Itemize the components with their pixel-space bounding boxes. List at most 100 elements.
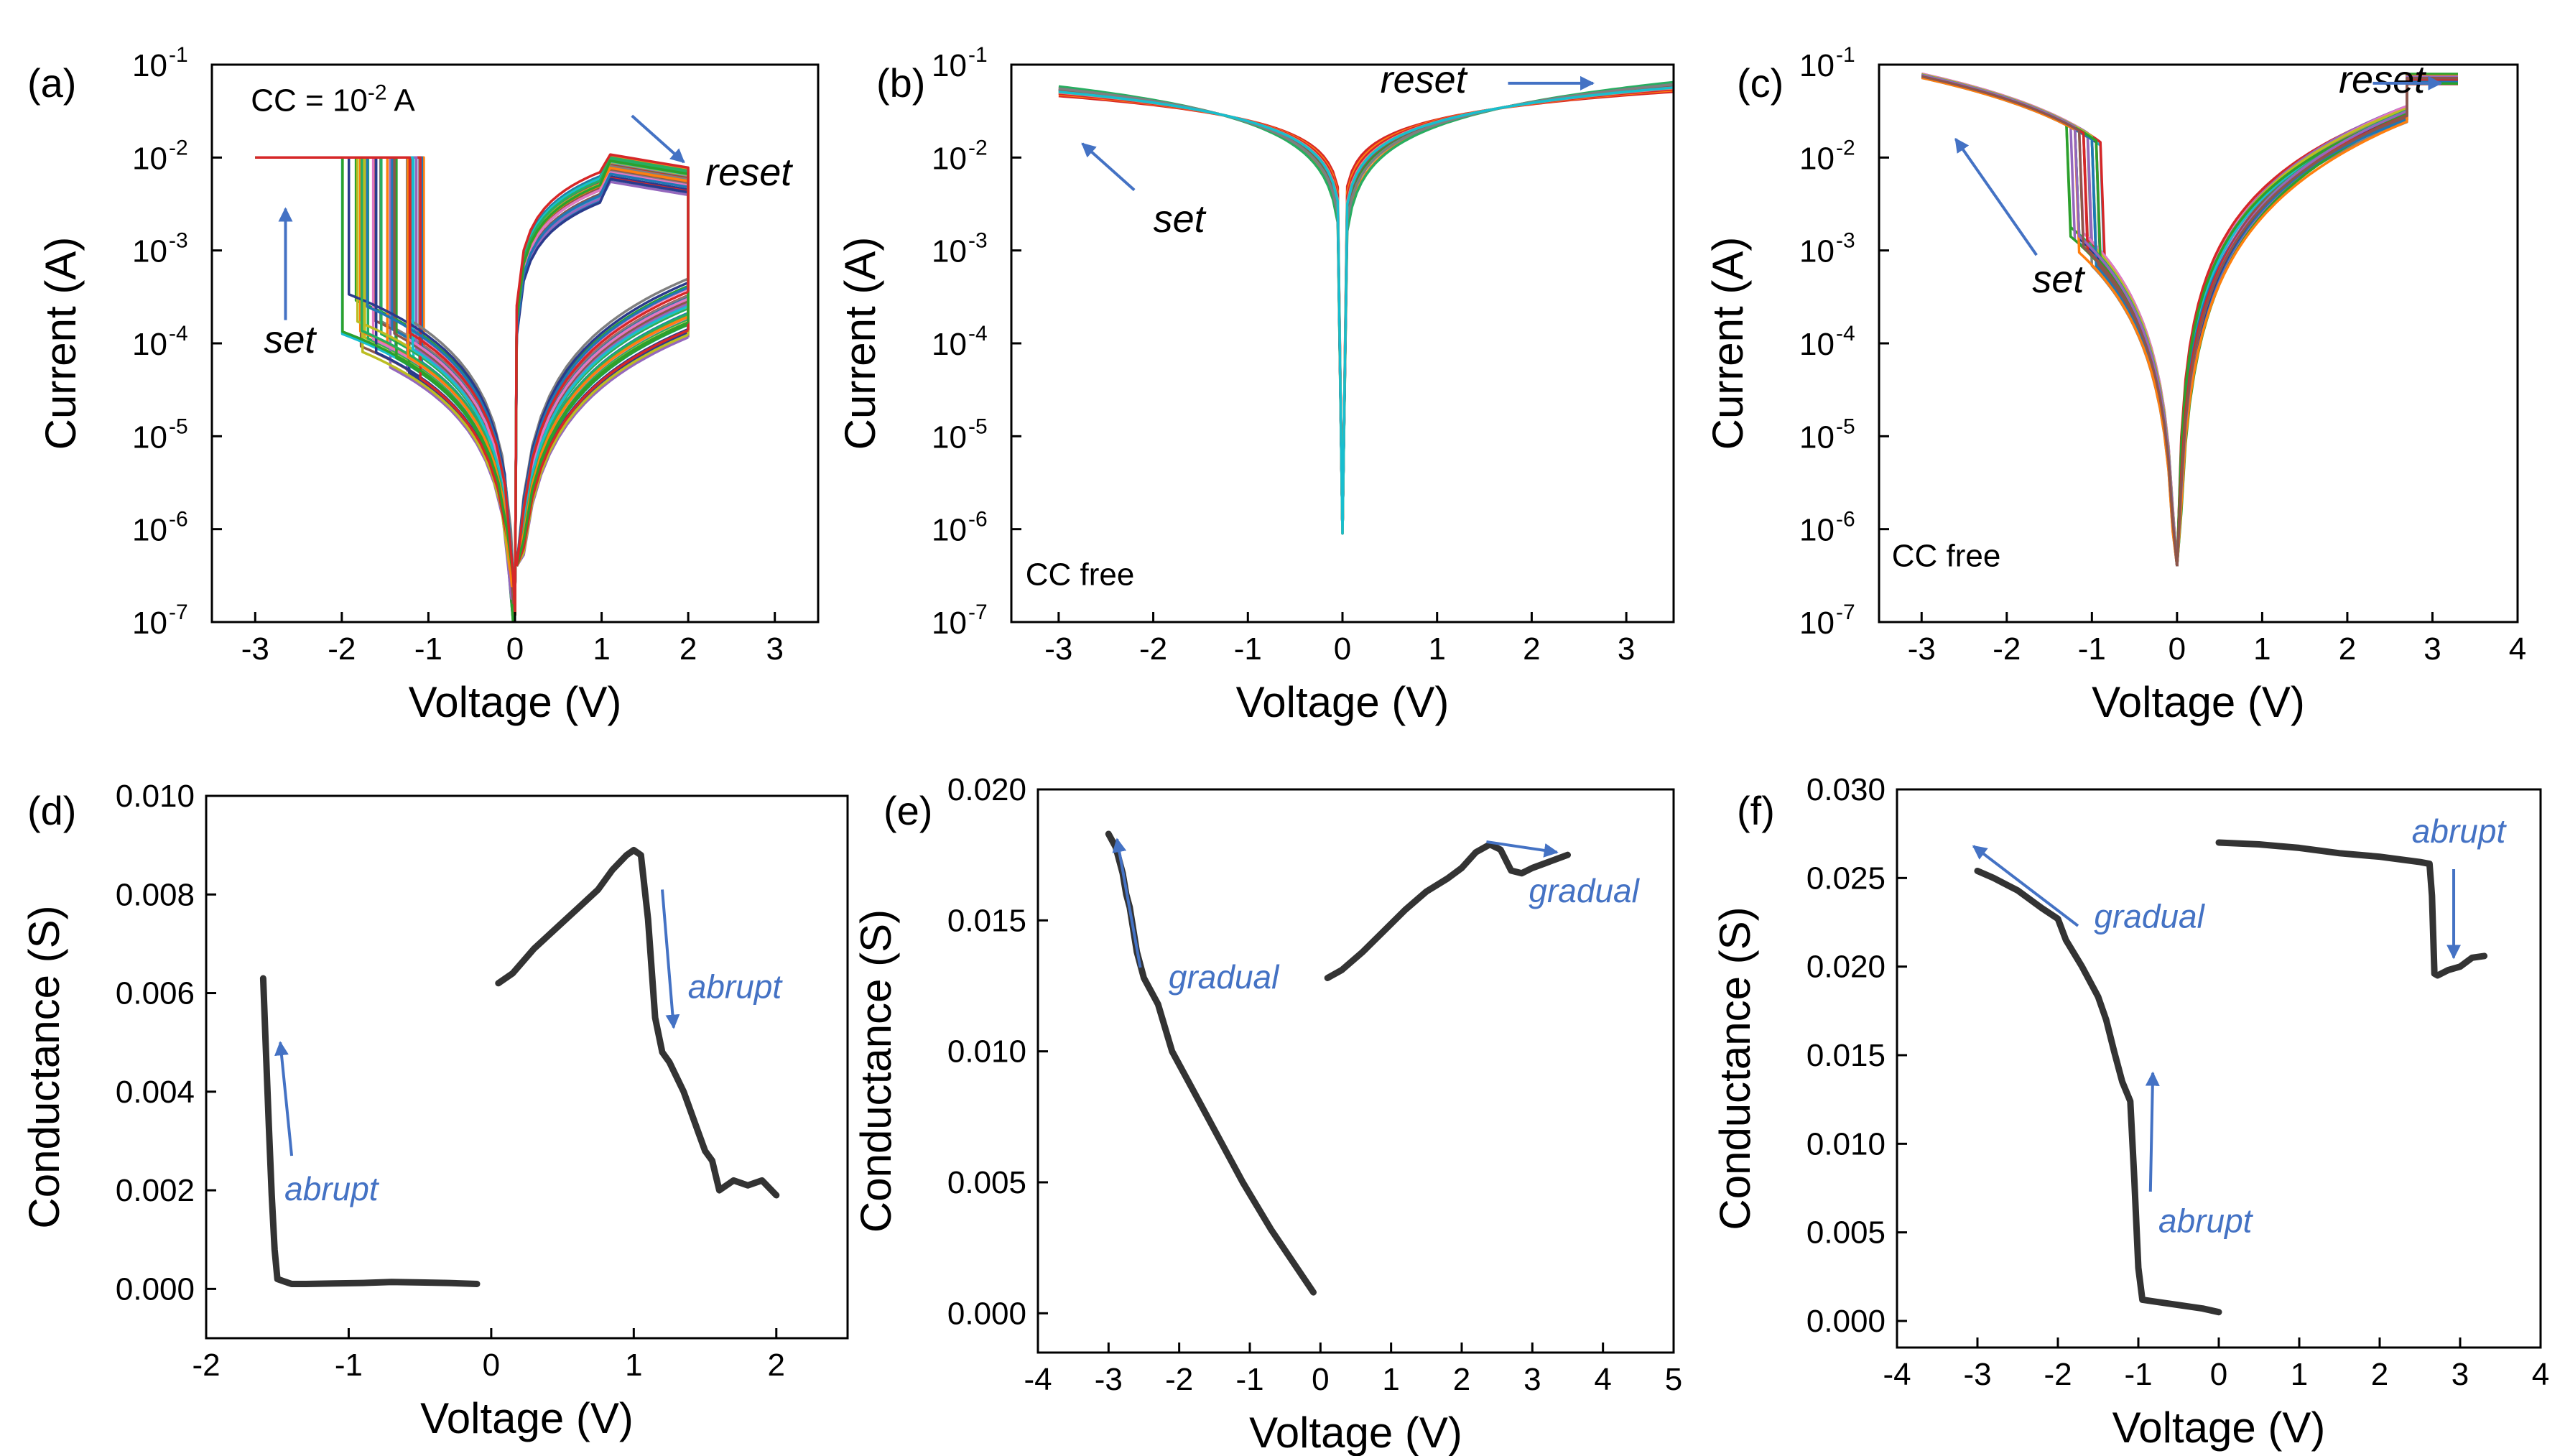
x-axis-label: Voltage (V) bbox=[409, 678, 622, 726]
annotation-arrow bbox=[1081, 142, 1136, 192]
conductance-reset-line bbox=[2215, 839, 2488, 979]
annotation-text: CC free bbox=[1892, 538, 2001, 573]
y-tick-exponent: -4 bbox=[169, 322, 188, 346]
x-tick-label: 3 bbox=[2452, 1357, 2469, 1392]
iv-curve bbox=[255, 156, 690, 616]
y-tick-label: 10 bbox=[132, 48, 167, 83]
y-tick-label: 10 bbox=[932, 419, 967, 455]
y-tick-label: 10 bbox=[1799, 513, 1835, 548]
plot-area bbox=[1105, 830, 1571, 1296]
y-tick-exponent: -2 bbox=[169, 136, 188, 159]
y-tick-label: 0.002 bbox=[116, 1173, 195, 1208]
annotation-reset: reset bbox=[705, 151, 793, 194]
panel-label: (a) bbox=[27, 60, 76, 106]
annotation-set: set bbox=[1154, 198, 1207, 241]
annotation-abrupt: abrupt bbox=[284, 1170, 380, 1207]
panel-f: -4 -3 -2 -1 0 1 2 3 4 0.000 0.005 0.010 0.015 0.020 0.… bbox=[1711, 772, 2549, 1452]
annotation-arrow bbox=[1112, 838, 1142, 968]
y-tick-exponent: -1 bbox=[169, 43, 188, 67]
iv-curve bbox=[1058, 83, 1674, 535]
y-tick-label: 0.015 bbox=[947, 903, 1026, 938]
annotation-superscript: -2 bbox=[368, 81, 387, 105]
x-tick-label: -3 bbox=[1908, 631, 1936, 667]
x-tick-label: -1 bbox=[335, 1348, 363, 1383]
x-tick-label: 2 bbox=[768, 1348, 785, 1383]
y-tick-exponent: -5 bbox=[968, 414, 988, 438]
annotation-arrow bbox=[631, 114, 685, 164]
y-tick-label: 10 bbox=[1799, 419, 1835, 455]
x-tick-label: -2 bbox=[2044, 1357, 2072, 1392]
iv-curve-return bbox=[515, 286, 689, 567]
y-tick-label: 10 bbox=[932, 141, 967, 176]
y-tick-exponent: -2 bbox=[968, 136, 988, 159]
y-tick-label: 0.025 bbox=[1806, 861, 1886, 896]
iv-curve-return bbox=[515, 281, 689, 567]
y-tick-label: 0.008 bbox=[116, 877, 195, 912]
y-axis-label: Conductance (S) bbox=[20, 905, 68, 1228]
x-tick-label: -1 bbox=[1234, 631, 1262, 667]
y-tick-exponent: -3 bbox=[968, 229, 988, 253]
x-tick-label: -3 bbox=[1044, 631, 1072, 667]
x-tick-label: 2 bbox=[1523, 631, 1540, 667]
y-tick-exponent: -3 bbox=[169, 229, 188, 253]
y-tick-label: 10 bbox=[932, 234, 967, 269]
x-tick-label: 1 bbox=[1428, 631, 1445, 667]
plot-area bbox=[1974, 839, 2488, 1316]
y-tick-label: 0.020 bbox=[947, 772, 1026, 807]
annotation-abrupt: abrupt bbox=[2412, 812, 2508, 850]
y-tick-label: 0.005 bbox=[947, 1165, 1026, 1200]
plot-area bbox=[1058, 80, 1674, 535]
x-tick-label: 1 bbox=[625, 1348, 642, 1383]
x-tick-label: 2 bbox=[679, 631, 697, 667]
x-tick-label: 2 bbox=[2371, 1357, 2388, 1392]
iv-curve bbox=[255, 156, 690, 616]
panel-label: (e) bbox=[883, 788, 932, 833]
annotation-arrow bbox=[1972, 845, 2079, 927]
iv-curve bbox=[255, 153, 690, 616]
plot-area bbox=[259, 847, 780, 1287]
iv-curve bbox=[1921, 73, 2179, 567]
x-tick-label: -1 bbox=[2078, 631, 2106, 667]
panel-d: -2 -1 0 1 2 0.000 0.002 0.004 0.006 0.008 0.010 Vol… bbox=[20, 779, 849, 1442]
y-tick-exponent: -5 bbox=[1836, 414, 1855, 438]
y-tick-label: 0.010 bbox=[947, 1034, 1026, 1070]
y-tick-label: 10 bbox=[1799, 48, 1835, 83]
conductance-set-line bbox=[1974, 868, 2222, 1316]
y-tick-label: 0.004 bbox=[116, 1075, 195, 1110]
y-tick-exponent: -4 bbox=[1836, 322, 1855, 346]
iv-curve-return bbox=[2176, 77, 2458, 567]
y-tick-label: 0.000 bbox=[947, 1296, 1026, 1331]
y-tick-label: 0.015 bbox=[1806, 1038, 1886, 1073]
y-tick-label: 10 bbox=[932, 606, 967, 641]
x-tick-label: -2 bbox=[1139, 631, 1167, 667]
iv-curve-return bbox=[515, 321, 689, 567]
y-tick-label: 10 bbox=[132, 327, 167, 362]
y-tick-exponent: -2 bbox=[1836, 136, 1855, 159]
annotation-arrow bbox=[2145, 1071, 2160, 1192]
iv-curve bbox=[1058, 86, 1674, 535]
x-tick-label: -3 bbox=[241, 631, 269, 667]
y-axis-label: Current (A) bbox=[37, 237, 85, 450]
annotation-reset: reset bbox=[1381, 58, 1468, 101]
y-axis-label: Current (A) bbox=[836, 237, 884, 450]
x-tick-label: 2 bbox=[2339, 631, 2356, 667]
annotation-arrow bbox=[1486, 840, 1559, 858]
annotation-gradual: gradual bbox=[2094, 897, 2205, 935]
iv-curve-return bbox=[515, 277, 689, 567]
panel-e: -4 -3 -2 -1 0 1 2 3 4 5 0.000 0.005 0.010 0.015 0.020 V… bbox=[852, 772, 1682, 1456]
y-tick-exponent: -1 bbox=[1836, 43, 1855, 67]
annotation-text: CC free bbox=[1026, 557, 1135, 592]
iv-curve-return bbox=[2176, 75, 2458, 567]
conductance-reset-line bbox=[1324, 841, 1571, 981]
y-tick-label: 0.030 bbox=[1806, 772, 1886, 807]
x-tick-label: 0 bbox=[2210, 1357, 2227, 1392]
x-tick-label: -1 bbox=[414, 631, 442, 667]
annotation-abrupt: abrupt bbox=[2158, 1202, 2254, 1240]
x-axis-label: Voltage (V) bbox=[420, 1394, 634, 1442]
annotation-set: set bbox=[264, 318, 317, 361]
x-axis-label: Voltage (V) bbox=[2092, 678, 2305, 726]
x-tick-label: -2 bbox=[1993, 631, 2021, 667]
y-axis-label: Conductance (S) bbox=[852, 909, 900, 1233]
y-tick-exponent: -6 bbox=[968, 508, 988, 532]
